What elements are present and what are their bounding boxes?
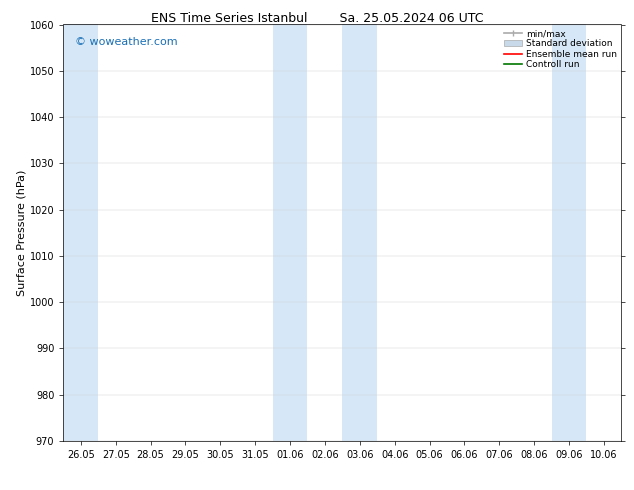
Y-axis label: Surface Pressure (hPa): Surface Pressure (hPa) [17, 170, 27, 296]
Bar [342, 24, 377, 441]
Bar [552, 24, 586, 441]
Text: © woweather.com: © woweather.com [75, 37, 177, 47]
Bar [273, 24, 307, 441]
Text: ENS Time Series Istanbul        Sa. 25.05.2024 06 UTC: ENS Time Series Istanbul Sa. 25.05.2024 … [151, 12, 483, 25]
Bar [63, 24, 98, 441]
Legend: min/max, Standard deviation, Ensemble mean run, Controll run: min/max, Standard deviation, Ensemble me… [502, 27, 619, 71]
